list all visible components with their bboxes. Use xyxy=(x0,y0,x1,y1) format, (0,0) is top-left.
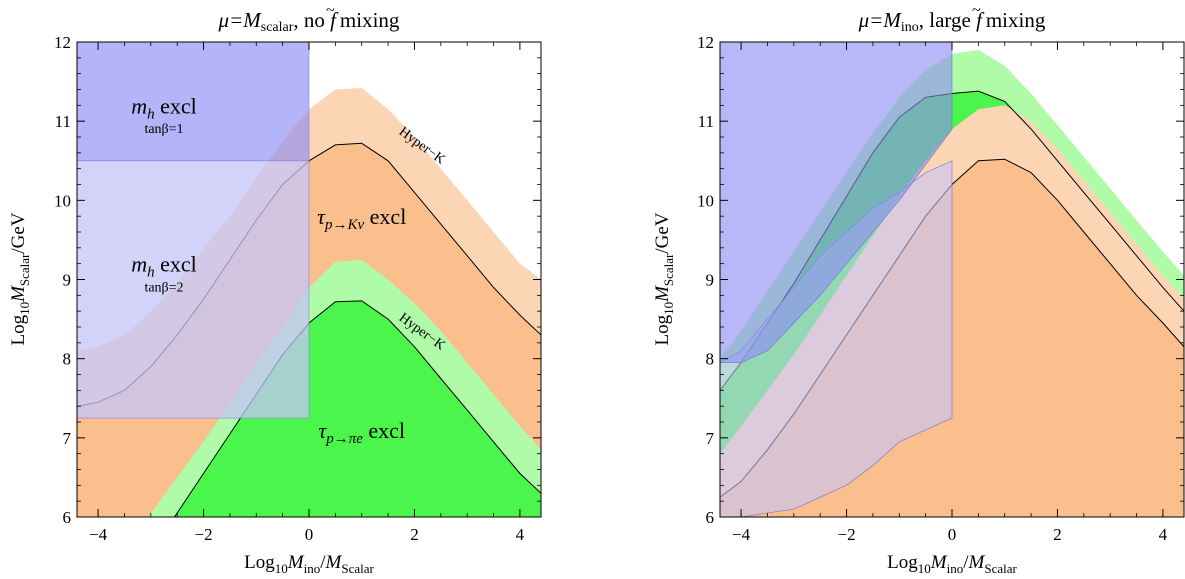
y-tick-label: 10 xyxy=(697,191,714,210)
boundary-line-0-1 xyxy=(174,300,541,517)
right-chart-ticks: −4 −2 0 2 4 6 7 8 9 10 11 12 xyxy=(697,33,1184,544)
y-tick-label: 7 xyxy=(706,429,715,448)
x-tick-label: 2 xyxy=(1053,525,1062,544)
region-0-3 xyxy=(174,300,541,517)
y-tick-label: 8 xyxy=(63,350,72,369)
y-tick-label: 7 xyxy=(63,429,72,448)
x-tick-label: 0 xyxy=(948,525,957,544)
y-tick-label: 6 xyxy=(63,508,72,527)
x-tick-label: −2 xyxy=(837,525,855,544)
right-y-axis-label: Log10MScalar/GeV xyxy=(652,212,676,345)
higgs-exclusion-rect-0 xyxy=(77,160,310,419)
x-tick-label: 2 xyxy=(410,525,419,544)
x-tick-label: 4 xyxy=(516,525,525,544)
x-tick-label: −4 xyxy=(89,525,108,544)
y-tick-label: 11 xyxy=(55,112,71,131)
y-tick-label: 9 xyxy=(706,271,715,290)
right-chart-exclusions xyxy=(720,42,953,517)
y-tick-label: 12 xyxy=(697,33,714,52)
y-tick-label: 12 xyxy=(54,33,71,52)
y-tick-label: 6 xyxy=(706,508,715,527)
region-label-3: τp→πe excl xyxy=(318,418,405,447)
region-label-0: mh excl xyxy=(131,93,197,122)
x-tick-label: −4 xyxy=(732,525,751,544)
left-chart-higgs-exclusions xyxy=(77,42,310,419)
x-tick-label: 0 xyxy=(305,525,314,544)
y-tick-label: 10 xyxy=(54,191,71,210)
right-x-axis-label: Log10Mino/MScalar xyxy=(887,552,1017,576)
y-tick-label: 11 xyxy=(698,112,714,131)
left-chart-ticks: −4 −2 0 2 4 6 7 8 9 10 11 12 xyxy=(54,33,541,544)
right-chart-title: μ=Mino, large f~ mixing xyxy=(858,2,1046,35)
region-sublabel-0: tanβ=1 xyxy=(144,122,183,137)
region-label-1: mh excl xyxy=(131,252,197,281)
region-label-2: τp→Kν excl xyxy=(317,204,406,233)
left-x-axis-label: Log10Mino/MScalar xyxy=(244,552,374,576)
left-chart-title: μ=Mscalar, no f~ mixing xyxy=(218,2,400,35)
higgs-exclusion-rect-1 xyxy=(77,42,310,162)
exclusion-poly-1 xyxy=(720,42,953,363)
y-tick-label: 8 xyxy=(706,350,715,369)
right-chart-panel: −4 −2 0 2 4 6 7 8 9 10 11 12 μ=Mino, large f~ mixin… xyxy=(652,2,1185,576)
region-sublabel-1: tanβ=2 xyxy=(144,280,183,295)
y-tick-label: 9 xyxy=(63,271,72,290)
x-tick-label: 4 xyxy=(1159,525,1168,544)
x-tick-label: −2 xyxy=(194,525,212,544)
left-y-axis-label: Log10MScalar/GeV xyxy=(8,212,32,345)
